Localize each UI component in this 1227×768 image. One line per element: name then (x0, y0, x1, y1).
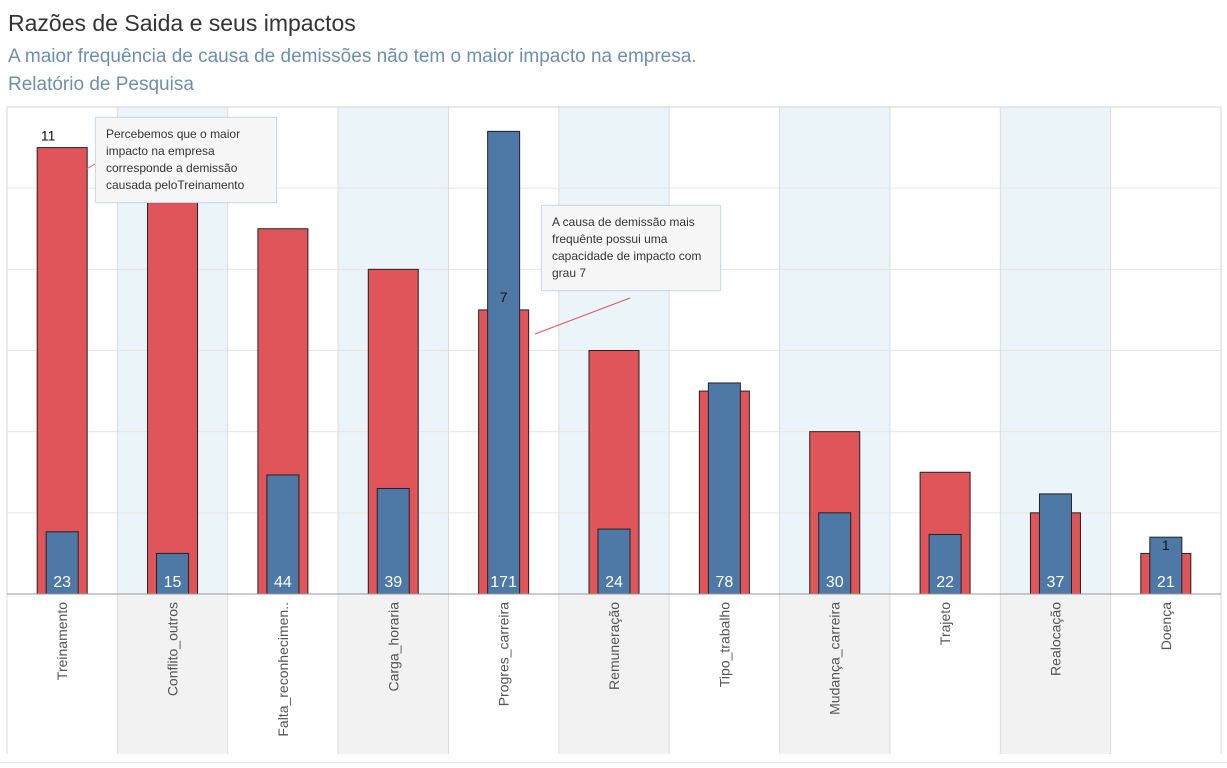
frequency-label: 24 (605, 574, 623, 591)
frequency-bar (707, 382, 741, 595)
frequency-label: 39 (384, 574, 402, 591)
category-label: Mudança_carreira (827, 602, 843, 715)
label-band (558, 594, 670, 754)
frequency-label: 21 (1157, 574, 1175, 591)
chart-subtitle: A maior frequência de causa de demissões… (8, 46, 697, 67)
frequency-bar (487, 130, 521, 595)
impact-bar (147, 187, 199, 595)
annotation-treinamento: Percebemos que o maior impacto na empres… (95, 117, 277, 203)
frequency-bar (1038, 493, 1072, 595)
annotation-treinamento-text: Percebemos que o maior impacto na empres… (106, 127, 245, 192)
label-band (117, 594, 228, 754)
annotation-progres-carreira-text: A causa de demissão mais frequênte possu… (552, 215, 702, 280)
frequency-bar (376, 487, 410, 595)
frequency-label: 37 (1047, 574, 1065, 591)
frequency-bar (597, 528, 631, 595)
category-label: Trajeto (937, 602, 953, 645)
frequency-label: 171 (490, 574, 517, 591)
category-label: Treinamento (54, 602, 70, 680)
category-label: Conflito_outros (165, 602, 181, 696)
footer-divider (0, 762, 1227, 763)
frequency-label: 15 (164, 574, 182, 591)
frequency-label: 78 (715, 574, 733, 591)
label-band (338, 594, 449, 754)
frequency-label: 22 (936, 574, 954, 591)
frequency-bar (1149, 536, 1183, 595)
label-band (1000, 594, 1111, 754)
category-label: Remuneração (606, 602, 622, 690)
category-label: Doença (1158, 602, 1174, 650)
category-label: Realocação (1047, 602, 1063, 676)
category-label: Falta_reconhecimen.. (275, 602, 291, 737)
frequency-bar (818, 512, 852, 595)
label-band (779, 594, 890, 754)
frequency-label: 44 (274, 574, 292, 591)
annotation-connector (534, 297, 631, 335)
impact-label: 1 (1162, 537, 1170, 553)
impact-label: 11 (41, 128, 56, 144)
annotation-connector (72, 163, 96, 178)
category-label: Progres_carreira (496, 602, 512, 706)
frequency-label: 23 (53, 574, 71, 591)
frequency-label: 30 (826, 574, 844, 591)
impact-label: 7 (500, 289, 508, 305)
impact-bar (36, 147, 88, 595)
frequency-bar (266, 474, 300, 595)
category-label: Carga_horaria (385, 602, 401, 692)
report-label: Relatório de Pesquisa (8, 74, 194, 95)
chart-title: Razões de Saida e seus impactos (8, 10, 356, 36)
frequency-bar (928, 533, 962, 595)
category-label: Tipo_trabalho (716, 602, 732, 687)
annotation-progres-carreira: A causa de demissão mais frequênte possu… (541, 205, 721, 291)
